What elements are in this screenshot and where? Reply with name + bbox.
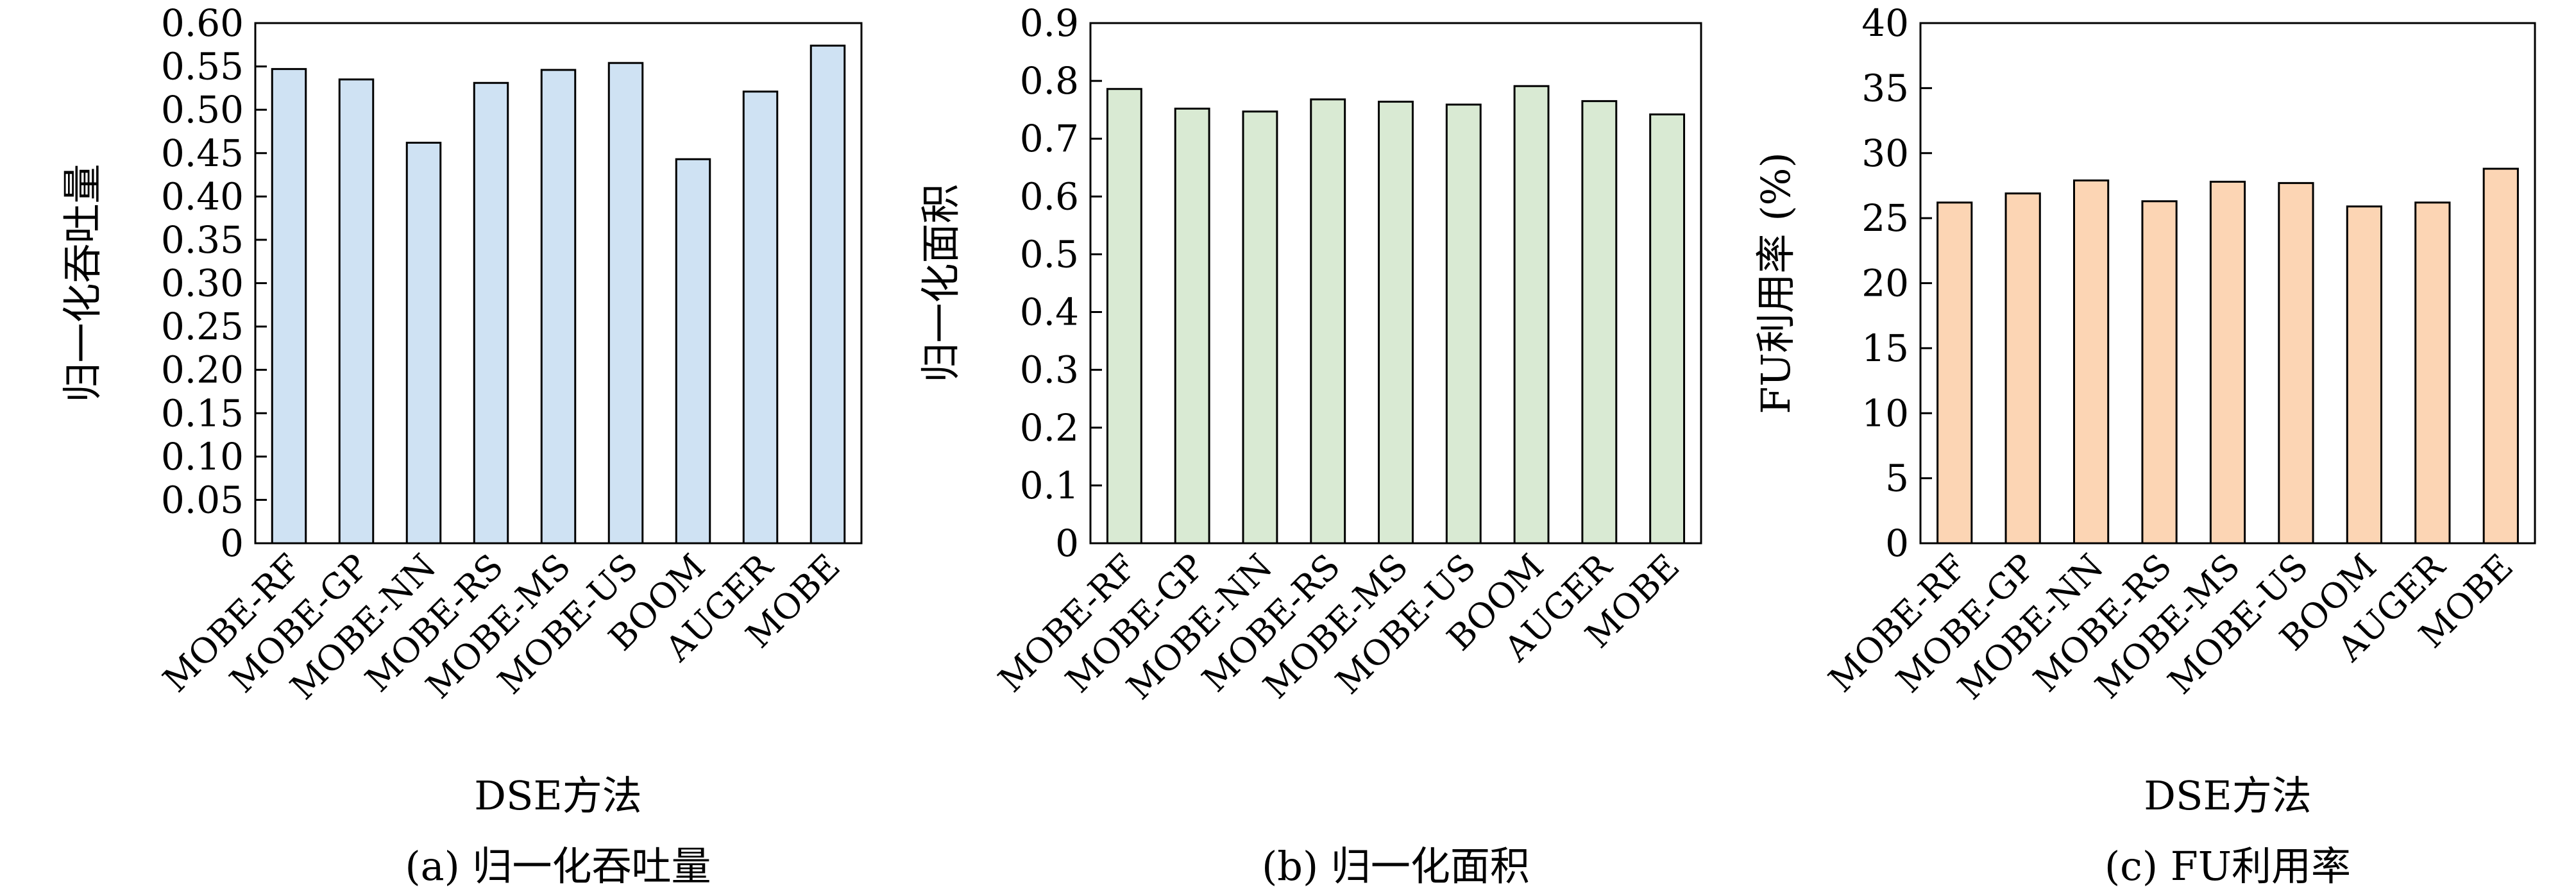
bar-mobe-us bbox=[607, 62, 644, 545]
bar-mobe-us bbox=[2278, 182, 2314, 545]
bar-mobe-us bbox=[1445, 103, 1482, 545]
y-tick-label: 0.2 bbox=[1020, 406, 1079, 450]
y-tick-label: 0.40 bbox=[161, 174, 244, 218]
y-tick-label: 0.8 bbox=[1020, 59, 1079, 103]
bar-auger bbox=[1581, 100, 1618, 545]
y-tick-label: 0.3 bbox=[1020, 348, 1079, 392]
y-tick-label: 15 bbox=[1861, 326, 1909, 370]
bar-mobe bbox=[2482, 167, 2519, 545]
bar-mobe-rf bbox=[1106, 88, 1142, 545]
bar-mobe-gp bbox=[338, 78, 375, 545]
y-tick-label: 0.7 bbox=[1020, 117, 1079, 160]
plot-frame bbox=[1089, 22, 1702, 545]
y-tick-label: 30 bbox=[1861, 131, 1909, 175]
y-tick-label: 0.1 bbox=[1020, 464, 1079, 507]
bar-auger bbox=[742, 90, 779, 545]
bar-mobe bbox=[1649, 113, 1686, 545]
bar-mobe-rf bbox=[1936, 201, 1973, 545]
bar-mobe-ms bbox=[540, 69, 577, 545]
bar-boom bbox=[675, 158, 711, 545]
y-tick-label: 10 bbox=[1861, 391, 1909, 435]
y-tick-label: 0.60 bbox=[161, 1, 244, 45]
bar-mobe-ms bbox=[2209, 180, 2246, 545]
x-axis-title: DSE方法 bbox=[2144, 772, 2311, 819]
panel-fu-utilization: 0510152025303540MOBE-RFMOBE-GPMOBE-NNMOB… bbox=[1752, 1, 2536, 890]
y-tick-label: 0.35 bbox=[161, 218, 244, 262]
bar-mobe-ms bbox=[1378, 101, 1414, 545]
y-axis-title: 归一化吞吐量 bbox=[59, 164, 106, 402]
bar-mobe-rs bbox=[2141, 200, 2178, 545]
y-tick-label: 0.6 bbox=[1020, 174, 1079, 218]
bar-mobe-nn bbox=[2073, 179, 2110, 545]
y-axis-title: 归一化面积 bbox=[917, 183, 964, 382]
y-tick-label: 0.45 bbox=[161, 131, 244, 175]
y-tick-label: 0.55 bbox=[161, 45, 244, 89]
y-tick-label: 0 bbox=[220, 521, 244, 565]
y-tick-label: 0.50 bbox=[161, 88, 244, 131]
bar-mobe-rs bbox=[1310, 98, 1346, 545]
y-tick-label: 0.15 bbox=[161, 391, 244, 435]
y-tick-label: 0.20 bbox=[161, 348, 244, 392]
bar-boom bbox=[2346, 205, 2383, 545]
subfigure-caption: (a) 归一化吞吐量 bbox=[405, 843, 711, 890]
y-tick-label: 0 bbox=[1885, 521, 1909, 565]
y-tick-label: 0.9 bbox=[1020, 1, 1079, 45]
bar-mobe-rf bbox=[271, 68, 307, 545]
y-tick-label: 20 bbox=[1861, 262, 1909, 305]
y-tick-label: 0.10 bbox=[161, 435, 244, 478]
bar-mobe-gp bbox=[1174, 107, 1210, 545]
subfigure-caption: (c) FU利用率 bbox=[2105, 843, 2351, 890]
bar-mobe-rs bbox=[473, 81, 509, 545]
panel-area: 00.10.20.30.40.50.60.70.80.9MOBE-RFMOBE-… bbox=[917, 1, 1702, 890]
y-tick-label: 5 bbox=[1885, 457, 1909, 500]
x-axis-title: DSE方法 bbox=[474, 772, 641, 819]
bar-mobe-nn bbox=[405, 142, 442, 545]
y-tick-label: 0.4 bbox=[1020, 291, 1079, 334]
panel-throughput: 00.050.100.150.200.250.300.350.400.450.5… bbox=[59, 1, 863, 890]
bar-mobe-nn bbox=[1242, 110, 1278, 545]
y-tick-label: 0.5 bbox=[1020, 232, 1079, 276]
y-tick-label: 0.25 bbox=[161, 305, 244, 348]
y-tick-label: 0.05 bbox=[161, 478, 244, 521]
bar-boom bbox=[1513, 85, 1550, 545]
y-tick-label: 25 bbox=[1861, 196, 1909, 240]
y-tick-label: 40 bbox=[1861, 1, 1909, 45]
bar-auger bbox=[2414, 201, 2451, 545]
y-tick-label: 0 bbox=[1055, 521, 1079, 565]
bar-mobe bbox=[809, 44, 846, 545]
y-tick-label: 0.30 bbox=[161, 262, 244, 305]
bar-mobe-gp bbox=[2004, 192, 2041, 545]
y-axis-title: FU利用率 (%) bbox=[1752, 152, 1799, 414]
subfigure-caption: (b) 归一化面积 bbox=[1262, 843, 1530, 890]
y-tick-label: 35 bbox=[1861, 66, 1909, 110]
